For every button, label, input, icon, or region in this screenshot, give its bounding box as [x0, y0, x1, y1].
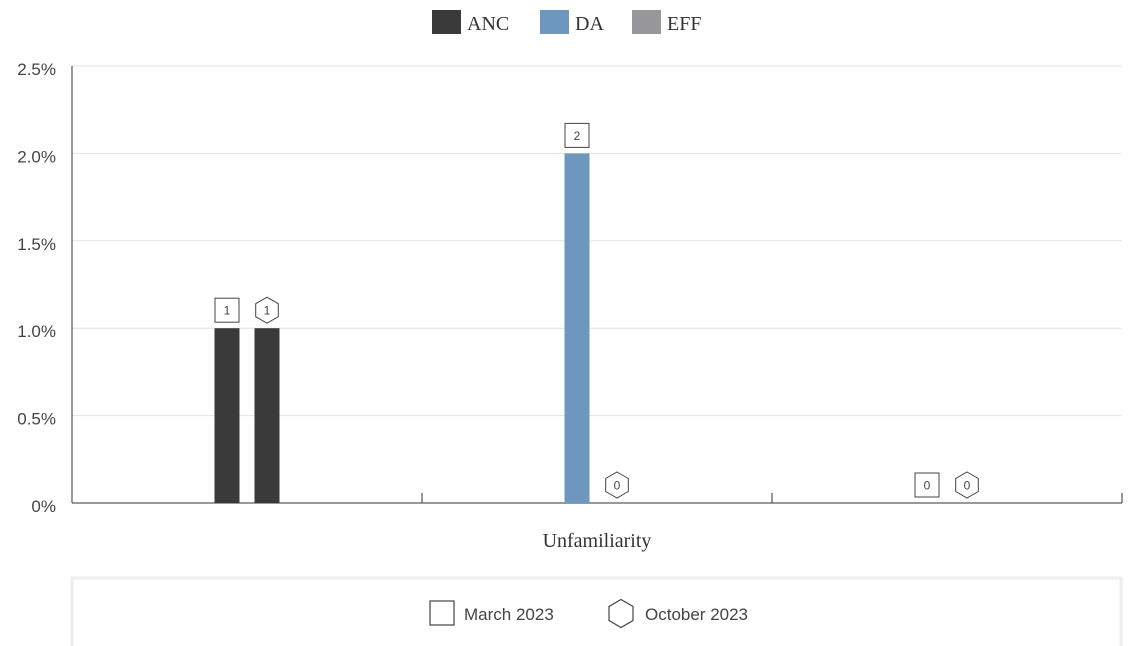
data-label: 0	[605, 471, 629, 499]
data-label-value: 0	[614, 479, 621, 493]
legend-swatch-eff	[632, 10, 661, 34]
legend-swatch-da	[540, 10, 569, 34]
axes: 0% 0.5% 1.0% 1.5% 2.0% 2.5%	[17, 60, 1123, 516]
hexagon-marker-icon	[608, 598, 634, 629]
x-axis-label: Unfamiliarity	[543, 530, 652, 552]
legend-label-october-2023: October 2023	[645, 605, 748, 624]
legend-label-anc: ANC	[467, 13, 509, 35]
y-tick-label: 0.5%	[17, 410, 56, 429]
y-tick-label: 0%	[31, 497, 56, 516]
y-tick-label: 1.5%	[17, 235, 56, 254]
hexagon-label-marker	[255, 296, 279, 324]
top-legend: ANC DA EFF	[432, 10, 701, 35]
data-label-value: 1	[224, 304, 231, 318]
data-label-value: 1	[264, 304, 271, 318]
legend-label-eff: EFF	[667, 13, 701, 35]
data-label-value: 0	[924, 479, 931, 493]
bar-da-march-2023	[564, 153, 590, 503]
data-label-value: 2	[574, 129, 581, 143]
square-label-marker	[564, 122, 590, 148]
data-label: 0	[914, 472, 940, 498]
hexagon-label-marker	[955, 471, 979, 499]
square-marker-icon	[429, 600, 455, 626]
square-label-marker	[914, 472, 940, 498]
bars	[214, 153, 590, 503]
y-tick-label: 2.5%	[17, 60, 56, 79]
data-label: 1	[255, 296, 279, 324]
bottom-legend: March 2023 October 2023	[70, 576, 1123, 646]
data-label: 2	[564, 122, 590, 148]
grid-lines	[72, 65, 1122, 417]
bottom-legend-box	[70, 576, 1123, 646]
y-tick-label: 1.0%	[17, 322, 56, 341]
hexagon-label-marker	[605, 471, 629, 499]
bar-anc-october-2023	[254, 328, 280, 503]
legend-label-march-2023: March 2023	[464, 605, 554, 624]
data-labels: 1 1 2 0 0 0	[214, 122, 979, 499]
y-tick-label: 2.0%	[17, 147, 56, 166]
legend-label-da: DA	[575, 13, 604, 35]
bar-anc-march-2023	[214, 328, 240, 503]
data-label: 0	[955, 471, 979, 499]
data-label-value: 0	[964, 479, 971, 493]
square-label-marker	[214, 297, 240, 323]
data-label: 1	[214, 297, 240, 323]
legend-swatch-anc	[432, 10, 461, 34]
